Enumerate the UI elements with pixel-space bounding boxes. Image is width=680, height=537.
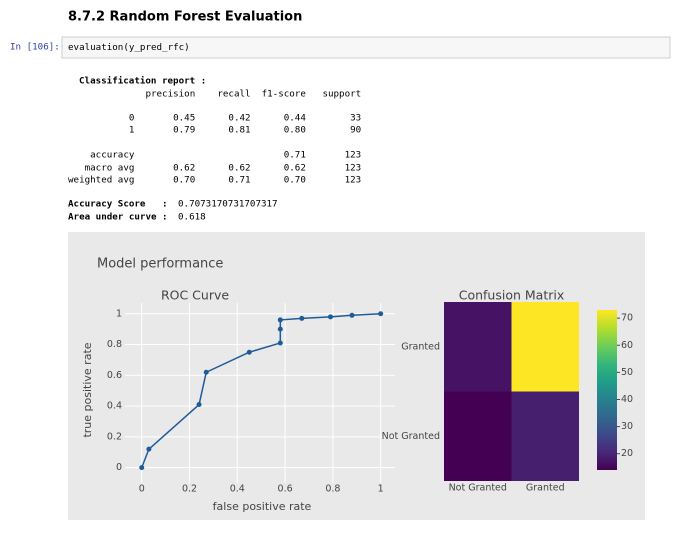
report-line: 1 0.79 0.81 0.80 90: [68, 125, 361, 136]
colorbar-tick-label: 20: [621, 448, 633, 459]
y-tick-label: Granted: [401, 341, 440, 352]
roc-point: [327, 314, 333, 320]
section-heading: 8.7.2 Random Forest Evaluation: [68, 10, 302, 25]
y-tick-label: 0.6: [107, 370, 122, 381]
report-line: weighted avg 0.70 0.71 0.70 123: [68, 175, 361, 186]
roc-line: [141, 313, 381, 468]
colorbar-tick-label: 40: [621, 394, 633, 405]
roc-point: [139, 465, 145, 471]
colorbar: [597, 310, 617, 470]
x-tick-label: 1: [378, 484, 384, 495]
y-tick-label: 1: [116, 308, 122, 319]
heatmap-cell: [511, 302, 579, 392]
roc-point: [378, 311, 384, 317]
auc-value: 0.618: [178, 212, 206, 223]
code-cell[interactable]: [61, 36, 671, 59]
colorbar-tick-label: 50: [621, 367, 633, 378]
y-tick-label: 0.2: [107, 431, 122, 442]
roc-point: [146, 446, 152, 452]
y-tick-label: 0.8: [107, 339, 122, 350]
x-tick-label: 0.8: [325, 484, 340, 495]
roc-point: [299, 315, 305, 321]
y-axis-label: true positive rate: [81, 342, 94, 437]
report-line: accuracy 0.71 123: [68, 150, 361, 161]
colorbar-tick-label: 30: [621, 421, 633, 432]
report-line: 0 0.45 0.42 0.44 33: [68, 113, 361, 124]
auc-label: Area under curve :: [68, 212, 168, 223]
y-tick-label: Not Granted: [382, 431, 440, 442]
x-tick-label: Not Granted: [449, 483, 507, 494]
x-tick-label: 0.6: [278, 484, 293, 495]
heatmap-cell: [444, 391, 512, 481]
heatmap-cell: [511, 391, 579, 481]
cell-prompt: In [106]:: [10, 42, 60, 53]
x-tick-label: 0.4: [230, 484, 245, 495]
roc-point: [203, 369, 209, 375]
plot-title: ROC Curve: [161, 288, 229, 303]
accuracy-value: 0.7073170731707317: [178, 199, 278, 210]
accuracy-label: Accuracy Score :: [68, 199, 168, 210]
plot-title: Confusion Matrix: [459, 288, 565, 303]
report-title: Classification report :: [79, 76, 206, 87]
roc-point: [277, 340, 283, 346]
x-tick-label: Granted: [526, 483, 565, 494]
x-tick-label: 0.2: [182, 484, 197, 495]
heatmap-cell: [444, 302, 512, 392]
report-line: precision recall f1-score support: [68, 89, 361, 100]
roc-point: [277, 317, 283, 323]
x-tick-label: 0: [139, 484, 145, 495]
report-line: macro avg 0.62 0.62 0.62 123: [68, 163, 361, 174]
roc-point: [196, 402, 202, 408]
roc-point: [277, 326, 283, 332]
colorbar-tick-label: 70: [621, 313, 633, 324]
y-tick-label: 0: [116, 462, 122, 473]
colorbar-tick-label: 60: [621, 340, 633, 351]
roc-point: [246, 349, 252, 355]
y-tick-label: 0.4: [107, 401, 122, 412]
code-text: evaluation(y_pred_rfc): [68, 42, 190, 53]
x-axis-label: false positive rate: [213, 500, 312, 513]
figure-title: Model performance: [97, 257, 223, 272]
roc-point: [349, 312, 355, 318]
